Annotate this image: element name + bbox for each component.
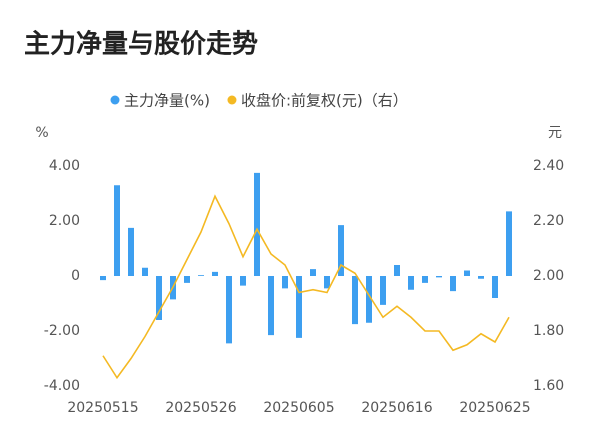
bar: [394, 265, 400, 276]
bar: [226, 276, 232, 344]
legend-label: 收盘价:前复权(元)（右）: [241, 92, 408, 110]
bar: [310, 269, 316, 276]
legend-marker: [110, 95, 120, 105]
legend-marker: [227, 95, 237, 105]
legend-label: 主力净量(%): [124, 92, 210, 110]
y-tick-label: 4.00: [49, 158, 80, 174]
bar: [198, 275, 204, 276]
y2-axis-label: 元: [548, 125, 562, 141]
bar: [464, 270, 470, 276]
bar: [128, 227, 134, 276]
y-tick-label: -4.00: [44, 378, 80, 394]
x-tick-label: 20250526: [165, 400, 236, 416]
bar: [212, 271, 218, 276]
bar: [100, 276, 106, 281]
legend: 主力净量(%) 收盘价:前复权(元)（右）: [110, 92, 408, 110]
x-tick-label: 20250625: [459, 400, 530, 416]
bar: [338, 225, 344, 276]
x-tick-label: 20250616: [361, 400, 432, 416]
y-tick-label: 0: [71, 268, 80, 284]
bar: [142, 267, 148, 276]
bar: [114, 185, 120, 276]
bar: [282, 276, 288, 289]
chart-title: 主力净量与股价走势: [24, 30, 258, 60]
bar: [296, 276, 302, 338]
bar: [268, 276, 274, 336]
y-axis-label: %: [35, 125, 48, 141]
bar: [436, 276, 442, 278]
bar: [324, 276, 330, 289]
bar: [352, 276, 358, 325]
x-tick-label: 20250605: [263, 400, 334, 416]
bar: [408, 276, 414, 290]
bar: [422, 276, 428, 283]
bar: [184, 276, 190, 283]
bar: [450, 276, 456, 292]
y2-tick-label: 2.20: [533, 213, 564, 229]
bar: [366, 276, 372, 323]
bar: [380, 276, 386, 305]
y-tick-label: -2.00: [44, 323, 80, 339]
price-line: [102, 194, 510, 380]
y2-tick-label: 1.80: [533, 323, 564, 339]
y2-tick-label: 1.60: [533, 378, 564, 394]
bar: [240, 276, 246, 286]
bar: [156, 276, 162, 320]
y2-tick-label: 2.00: [533, 268, 564, 284]
bar: [492, 276, 498, 298]
x-tick-label: 20250515: [67, 400, 138, 416]
y2-tick-label: 2.40: [533, 158, 564, 174]
y-tick-label: 2.00: [49, 213, 80, 229]
bar: [506, 211, 512, 276]
bar: [478, 276, 484, 279]
bar: [254, 172, 260, 276]
